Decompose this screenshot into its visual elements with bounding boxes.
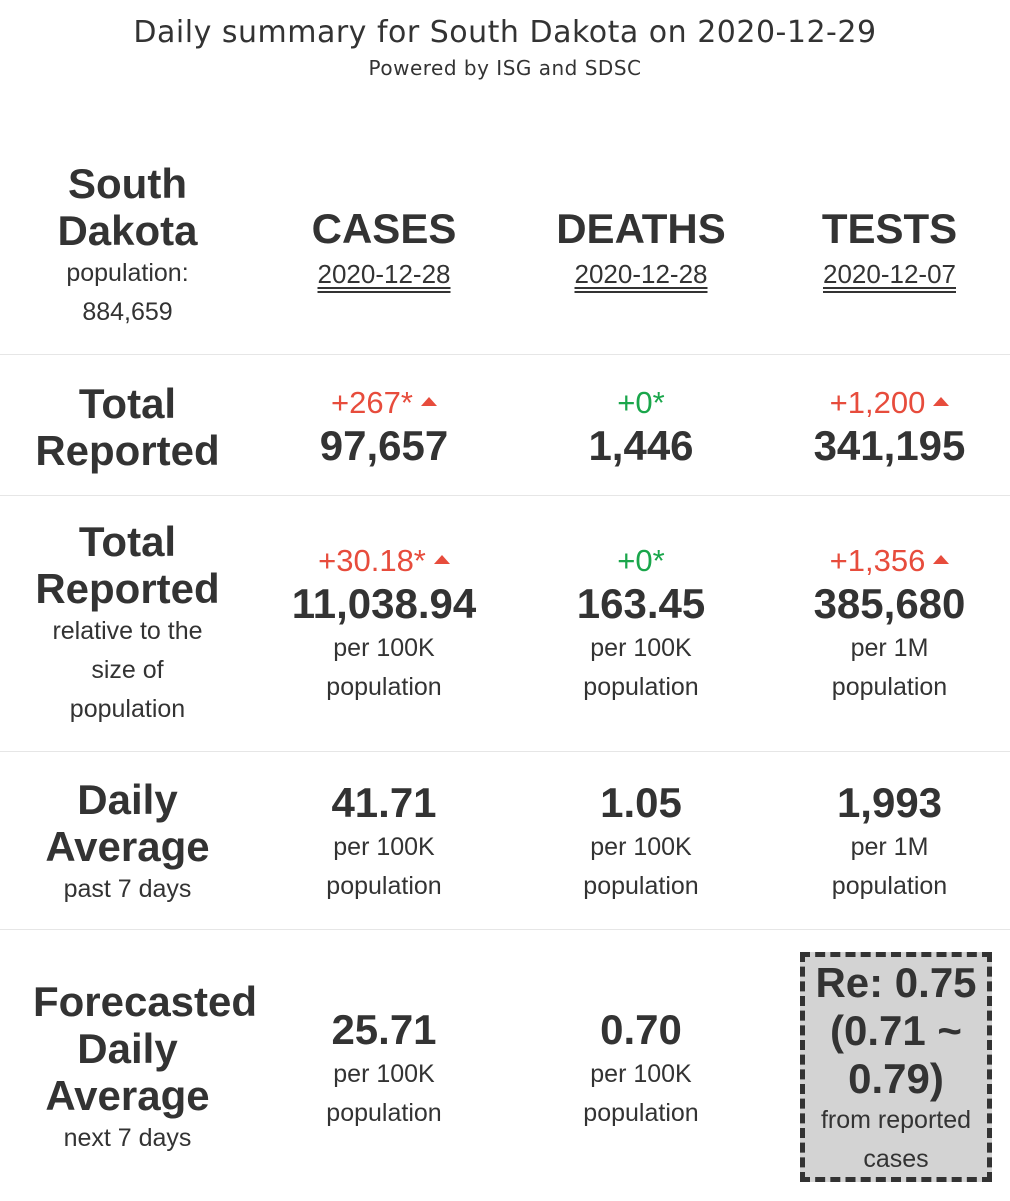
deaths-forecast-value: 0.70 [600,1006,682,1053]
cases-relative-unit2: population [326,673,442,701]
cases-header: CASES 2020-12-28 [255,206,513,296]
daily-average-label-line2: Average [45,823,210,870]
cases-relative-delta-text: +30.18* [318,543,426,578]
region-cell: South Dakota population: 884,659 [0,160,255,332]
tests-relative-delta: +1,356 [769,543,1010,579]
forecast-row: Forecasted Daily Average next 7 days 25.… [0,929,1010,1201]
cases-total-delta-text: +267* [331,385,413,420]
cases-forecast-cell: 25.71 per 100K population [255,1005,513,1133]
relative-label: Total Reported relative to the size of p… [0,518,255,729]
triangle-up-icon [433,555,450,565]
cases-total-delta: +267* [255,385,513,421]
tests-daily-unit2: population [831,872,948,900]
re-interval-line2: 0.79) [848,1055,944,1102]
relative-label-line1: Total [78,518,177,565]
cases-date: 2020-12-28 [317,259,451,289]
deaths-forecast-unit1: per 100K [590,1060,692,1088]
tests-relative-unit1: per 1M [850,634,929,662]
forecast-label-line2: Daily [77,1025,178,1072]
page-subtitle: Powered by ISG and SDSC [368,56,642,80]
deaths-header: DEATHS 2020-12-28 [513,206,769,296]
daily-average-row: Daily Average past 7 days 41.71 per 100K… [0,751,1010,930]
tests-title: TESTS [821,205,958,252]
tests-daily-unit1: per 1M [850,833,929,861]
re-value: Re: 0.75 [815,959,977,1006]
relative-sub-line1: relative to the [52,617,203,645]
deaths-daily-unit1: per 100K [590,833,692,861]
region-name-line1: South [68,160,187,207]
tests-total-delta: +1,200 [769,385,1010,421]
tests-total-value: 341,195 [813,422,966,469]
cases-relative-value: 11,038.94 [291,580,477,627]
daily-average-label-line1: Daily [77,776,178,823]
tests-relative-value: 385,680 [813,580,966,627]
re-source-line1: from reported [820,1106,972,1134]
deaths-forecast-cell: 0.70 per 100K population [513,1005,769,1133]
forecast-sub: next 7 days [63,1124,192,1152]
total-reported-label: Total Reported [0,380,255,474]
population-value: 884,659 [82,298,173,326]
cases-daily-value: 41.71 [331,779,437,826]
triangle-up-icon [420,397,437,407]
tests-header: TESTS 2020-12-07 [769,206,1010,296]
deaths-date: 2020-12-28 [574,259,708,289]
cases-forecast-unit1: per 100K [333,1060,435,1088]
cases-total-value: 97,657 [319,422,449,469]
relative-sub-line3: population [69,695,186,723]
deaths-title: DEATHS [556,205,726,252]
cases-title: CASES [311,205,457,252]
cases-forecast-unit2: population [326,1099,442,1127]
deaths-relative-delta: +0* [617,543,665,578]
deaths-daily-value: 1.05 [600,779,682,826]
deaths-total-cell: +0* 1,446 [513,385,769,471]
cases-total-cell: +267* 97,657 [255,385,513,471]
page-title: Daily summary for South Dakota on 2020-1… [133,15,877,50]
tests-date: 2020-12-07 [823,259,956,289]
triangle-up-icon [933,397,950,407]
relative-row: Total Reported relative to the size of p… [0,495,1010,752]
tests-relative-unit2: population [831,673,948,701]
re-source-line2: cases [863,1145,929,1173]
tests-relative-delta-text: +1,356 [829,543,926,578]
daily-average-label: Daily Average past 7 days [0,776,255,909]
total-reported-label-line2: Reported [35,427,220,474]
cases-relative-delta: +30.18* [255,543,513,579]
total-reported-row: Total Reported +267* 97,657 +0* 1,446 +1… [0,354,1010,496]
daily-average-sub: past 7 days [63,875,192,903]
deaths-total-delta: +0* [617,385,665,420]
deaths-total-value: 1,446 [588,422,694,469]
forecast-label-line3: Average [45,1072,210,1119]
deaths-relative-unit1: per 100K [590,634,692,662]
deaths-relative-cell: +0* 163.45 per 100K population [513,543,769,707]
deaths-daily-cell: 1.05 per 100K population [513,778,769,906]
total-reported-label-line1: Total [78,380,177,427]
forecast-label-line1: Forecasted [32,978,258,1025]
relative-sub-line2: size of [91,656,164,684]
deaths-forecast-unit2: population [583,1099,699,1127]
tests-total-delta-text: +1,200 [829,385,926,420]
deaths-daily-unit2: population [583,872,699,900]
cases-daily-cell: 41.71 per 100K population [255,778,513,906]
relative-label-line2: Reported [35,565,220,612]
re-estimate-box: Re: 0.75 (0.71 ~ 0.79) from reported cas… [800,952,992,1182]
re-interval-line1: (0.71 ~ [830,1007,962,1054]
cases-daily-unit2: population [326,872,442,900]
deaths-relative-unit2: population [583,673,699,701]
tests-relative-cell: +1,356 385,680 per 1M population [769,543,1010,707]
forecast-label: Forecasted Daily Average next 7 days [0,978,290,1158]
cases-relative-unit1: per 100K [333,634,435,662]
tests-daily-cell: 1,993 per 1M population [769,778,1010,906]
region-name-line2: Dakota [57,207,198,254]
tests-daily-value: 1,993 [836,779,943,826]
tests-total-cell: +1,200 341,195 [769,385,1010,471]
cases-daily-unit1: per 100K [333,833,435,861]
cases-relative-cell: +30.18* 11,038.94 per 100K population [255,543,513,707]
triangle-up-icon [933,555,950,565]
cases-forecast-value: 25.71 [331,1006,437,1053]
deaths-relative-value: 163.45 [576,580,706,627]
population-label: population: [66,259,189,287]
